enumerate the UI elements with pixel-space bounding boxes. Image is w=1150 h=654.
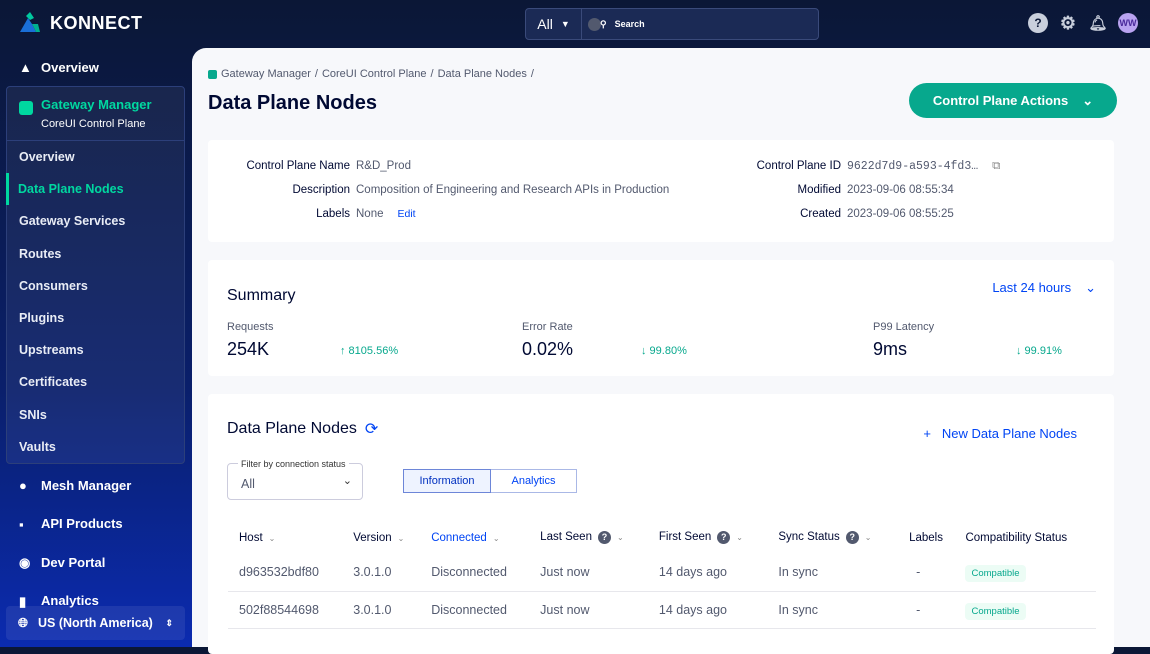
sidebar-item-routes[interactable]: Routes <box>19 246 62 261</box>
sidebar: ▲ Overview Gateway Manager CoreUI Control … <box>0 48 191 620</box>
region-selector[interactable]: 🌐︎ US (North America) ⇕ <box>6 606 185 640</box>
overview-icon: ▲ <box>19 60 32 75</box>
help-icon[interactable]: ? <box>717 531 731 544</box>
sidebar-item-gateway-services[interactable]: Gateway Services <box>19 214 126 229</box>
copy-icon[interactable]: ⧉ <box>992 159 1001 172</box>
sidebar-item-certificates[interactable]: Certificates <box>19 375 88 390</box>
chevron-updown-icon: ⇕ <box>165 617 173 628</box>
breadcrumb-item[interactable]: Gateway Manager <box>221 68 311 80</box>
gateway-manager-header[interactable]: Gateway Manager CoreUI Control Plane <box>7 87 184 141</box>
search-scope-select[interactable]: All ▼ <box>526 9 582 39</box>
sidebar-item-overview[interactable]: ▲ Overview <box>19 59 99 76</box>
chevron-down-icon: ⌄ <box>1085 280 1096 295</box>
sidebar-item-api-products[interactable]: ▪ API Products <box>19 516 123 532</box>
compatibility-badge: Compatible <box>965 602 1026 620</box>
column-header[interactable]: Last Seen? ⌄ <box>540 531 624 544</box>
help-icon[interactable]: ? <box>597 531 611 544</box>
avatar[interactable]: WW <box>1118 13 1138 33</box>
nodes-title: Data Plane Nodes <box>227 420 357 437</box>
chevron-down-icon: ⌄ <box>1082 92 1094 108</box>
api-products-icon: ▪ <box>19 516 24 532</box>
breadcrumb-item[interactable]: CoreUI Control Plane <box>321 68 427 80</box>
gateway-icon <box>208 69 217 79</box>
metric-requests: Requests 254K ↑ 8105.56% <box>227 321 399 359</box>
table-row[interactable]: 502f88544698 3.0.1.0 Disconnected Just now 1… <box>228 591 1096 629</box>
search-icon: ⚲ <box>600 18 607 29</box>
breadcrumb: Gateway Manager / CoreUI Control Plane / D… <box>208 68 534 80</box>
data-plane-nodes-card: Data Plane Nodes ⟳ + New Data Plane Nodes… <box>208 394 1114 654</box>
metric-p99-latency: P99 Latency 9ms ↓ 99.91% <box>873 321 1062 359</box>
chevron-down-icon: ⌄ <box>492 533 500 543</box>
sidebar-item-analytics[interactable]: ▮ Analytics <box>19 593 99 609</box>
sidebar-item-consumers[interactable]: Consumers <box>19 278 88 293</box>
search-input[interactable]: Search <box>614 18 645 29</box>
table-row[interactable]: d963532bdf80 3.0.1.0 Disconnected Just now 1… <box>228 554 1096 592</box>
nodes-table: Host ⌄ Version ⌄ Connected ⌄ Last Seen? ⌄ First … <box>228 521 1096 629</box>
chevron-down-icon: ⌄ <box>268 533 276 543</box>
globe-icon: 🌐︎ <box>18 615 29 630</box>
main-content: Gateway Manager / CoreUI Control Plane / D… <box>192 48 1150 654</box>
column-header[interactable]: Version ⌄ <box>353 531 405 544</box>
sidebar-item-dev-portal[interactable]: ◉ Dev Portal <box>19 554 106 571</box>
refresh-icon[interactable]: ⟳ <box>364 421 379 438</box>
global-search[interactable]: All ▼ ⚲ Search <box>525 8 819 40</box>
summary-card: Summary Last 24 hours ⌄ Requests 254K ↑ 810… <box>208 260 1114 376</box>
connection-status-filter[interactable]: Filter by connection status All ⌄ <box>227 459 363 500</box>
tab-information[interactable]: Information <box>403 469 491 493</box>
tab-analytics[interactable]: Analytics <box>491 469 577 493</box>
new-data-plane-nodes-button[interactable]: + New Data Plane Nodes <box>923 426 1077 441</box>
sidebar-item-data-plane-nodes[interactable]: Data Plane Nodes <box>6 173 184 206</box>
chevron-down-icon: ⌄ <box>616 533 624 542</box>
konnect-logo[interactable]: KONNECT <box>18 12 143 34</box>
analytics-icon: ▮ <box>19 593 27 609</box>
dev-portal-icon: ◉ <box>19 555 31 571</box>
compatibility-badge: Compatible <box>965 565 1026 583</box>
column-header[interactable]: Host ⌄ <box>239 531 276 544</box>
chevron-down-icon: ▼ <box>560 19 570 29</box>
column-header: Compatibility Status <box>965 531 1068 544</box>
chevron-down-icon: ⌄ <box>342 475 352 487</box>
metric-error-rate: Error Rate 0.02% ↓ 99.80% <box>522 321 687 359</box>
bell-icon[interactable]: 🔔︎ <box>1088 15 1108 32</box>
sidebar-item-upstreams[interactable]: Upstreams <box>19 343 84 358</box>
gear-icon[interactable]: ⚙ <box>1059 12 1077 33</box>
sidebar-item-snis[interactable]: SNIs <box>19 407 47 422</box>
sidebar-item-plugins[interactable]: Plugins <box>19 311 65 326</box>
sidebar-item-mesh-manager[interactable]: ● Mesh Manager <box>19 477 132 494</box>
mesh-manager-icon: ● <box>19 478 27 494</box>
help-icon[interactable]: ? <box>845 531 859 544</box>
help-icon[interactable]: ? <box>1028 13 1048 33</box>
column-header[interactable]: Sync Status? ⌄ <box>778 531 872 544</box>
sidebar-item-overview[interactable]: Overview <box>19 150 75 165</box>
chevron-down-icon: ⌄ <box>397 533 405 543</box>
time-range-select[interactable]: Last 24 hours ⌄ <box>992 280 1096 295</box>
control-plane-details: Control Plane Name R&D_Prod Description Co… <box>208 140 1114 242</box>
gateway-manager-icon <box>19 101 33 115</box>
column-header[interactable]: Connected ⌄ <box>431 531 500 544</box>
column-header[interactable]: First Seen? ⌄ <box>658 531 743 544</box>
summary-title: Summary <box>227 287 296 304</box>
breadcrumb-item[interactable]: Data Plane Nodes <box>437 68 527 80</box>
column-header: Labels <box>909 531 943 544</box>
sidebar-item-vaults[interactable]: Vaults <box>19 439 56 454</box>
edit-labels-link[interactable]: Edit <box>397 208 416 220</box>
chevron-down-icon: ⌄ <box>864 533 872 542</box>
gateway-manager-section: Gateway Manager CoreUI Control Plane Over… <box>6 86 185 464</box>
page-title: Data Plane Nodes <box>208 92 377 114</box>
control-plane-actions-button[interactable]: Control Plane Actions ⌄ <box>909 83 1117 118</box>
kong-logo-icon <box>20 12 40 32</box>
chevron-down-icon: ⌄ <box>736 533 743 542</box>
